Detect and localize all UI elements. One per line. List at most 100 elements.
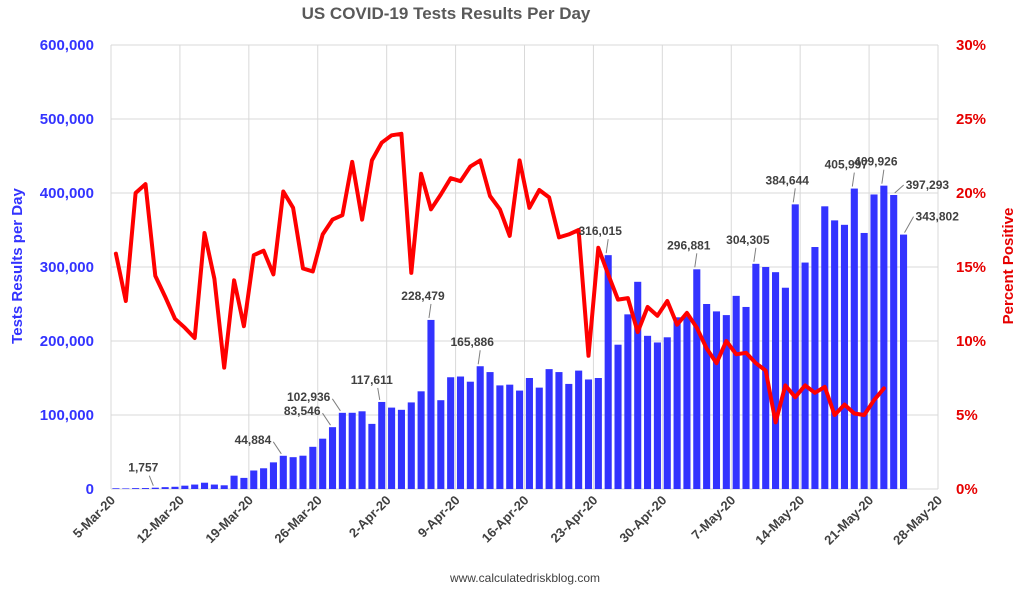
bar	[516, 390, 524, 489]
bar	[496, 385, 504, 489]
y-axis-right: 0% 5% 10% 15% 20% 25% 30%	[956, 37, 986, 498]
y-tick-right: 25%	[956, 111, 986, 128]
bar	[269, 462, 277, 489]
bar	[220, 485, 228, 489]
x-tick: 2-Apr-20	[346, 493, 394, 541]
bar	[831, 220, 839, 489]
data-label: 83,546	[284, 404, 321, 418]
x-axis: 5-Mar-20 12-Mar-20 19-Mar-20 26-Mar-20 2-Apr…	[70, 493, 945, 548]
data-label-leader	[792, 188, 796, 203]
bar	[575, 370, 583, 489]
y-tick-left: 500,000	[40, 111, 94, 128]
x-tick: 21-May-20	[821, 493, 876, 548]
data-label: 117,611	[351, 373, 393, 387]
bar	[673, 317, 681, 489]
bar	[407, 402, 415, 489]
data-label-leader	[272, 441, 282, 455]
bar	[772, 272, 780, 489]
bar	[368, 423, 376, 489]
bar	[644, 335, 652, 489]
bar	[240, 477, 248, 489]
data-label: 405,997	[825, 158, 869, 172]
data-label-leader	[753, 247, 757, 262]
y-axis-left-label: Tests Results per Day	[9, 188, 26, 344]
bar	[378, 401, 386, 489]
data-label-leader	[694, 253, 698, 268]
bar	[890, 195, 898, 489]
bar	[122, 488, 130, 489]
data-label-leader	[894, 184, 905, 194]
bar	[210, 484, 218, 489]
data-label-leader	[605, 239, 609, 254]
bar	[338, 412, 346, 489]
bar	[624, 314, 632, 489]
bar	[535, 387, 543, 489]
bar	[525, 378, 533, 489]
x-tick: 19-Mar-20	[202, 493, 256, 547]
bar	[466, 381, 474, 489]
y-tick-right: 0%	[956, 481, 978, 498]
bar	[703, 304, 711, 489]
bar	[634, 281, 642, 489]
data-label: 44,884	[235, 433, 272, 447]
data-label: 102,936	[287, 390, 331, 404]
bar	[693, 269, 701, 489]
x-tick: 12-Mar-20	[134, 493, 188, 547]
data-label-leader	[881, 169, 885, 184]
y-tick-right: 10%	[956, 333, 986, 350]
bar	[328, 427, 337, 489]
bar	[555, 372, 563, 489]
bar	[417, 391, 425, 489]
bar	[722, 315, 730, 489]
bar	[250, 470, 258, 489]
y-tick-left: 100,000	[40, 407, 94, 424]
bar	[437, 400, 445, 489]
bar	[742, 306, 750, 489]
x-tick: 30-Apr-20	[616, 493, 669, 546]
bar	[801, 262, 809, 489]
x-tick: 14-May-20	[752, 493, 807, 548]
y-tick-left: 400,000	[40, 185, 94, 202]
y-tick-right: 30%	[956, 37, 986, 54]
bar	[653, 342, 661, 489]
data-label-leader	[331, 398, 341, 412]
bar	[260, 468, 268, 489]
data-label-leader	[477, 350, 481, 365]
bar	[279, 455, 287, 489]
bar	[604, 255, 612, 489]
x-tick: 9-Apr-20	[415, 493, 463, 541]
bar	[388, 407, 396, 489]
bar	[200, 482, 209, 489]
bar	[456, 376, 465, 489]
bar	[171, 486, 179, 489]
y-tick-left: 200,000	[40, 333, 94, 350]
bar	[752, 263, 760, 489]
bar	[732, 295, 740, 489]
bar	[850, 188, 858, 489]
data-label-leader	[377, 387, 381, 401]
data-label-leader	[851, 172, 855, 187]
bar	[899, 234, 908, 489]
bar	[614, 344, 622, 489]
bar	[683, 316, 691, 489]
bar	[860, 232, 868, 489]
bar	[230, 475, 238, 489]
bar	[821, 206, 829, 489]
x-tick: 23-Apr-20	[548, 493, 601, 546]
data-label: 228,479	[401, 289, 445, 303]
x-tick: 7-May-20	[688, 493, 738, 543]
bar-series	[112, 185, 908, 490]
bar	[870, 194, 878, 490]
x-tick: 5-Mar-20	[70, 493, 118, 541]
data-label: 165,886	[451, 335, 495, 349]
bar	[348, 412, 356, 489]
bar	[880, 185, 888, 489]
bar	[397, 409, 405, 489]
bar	[584, 379, 593, 489]
bar	[309, 446, 317, 489]
bar	[840, 224, 849, 489]
bar	[594, 378, 602, 489]
data-label: 384,644	[766, 173, 810, 187]
bar	[132, 488, 140, 489]
